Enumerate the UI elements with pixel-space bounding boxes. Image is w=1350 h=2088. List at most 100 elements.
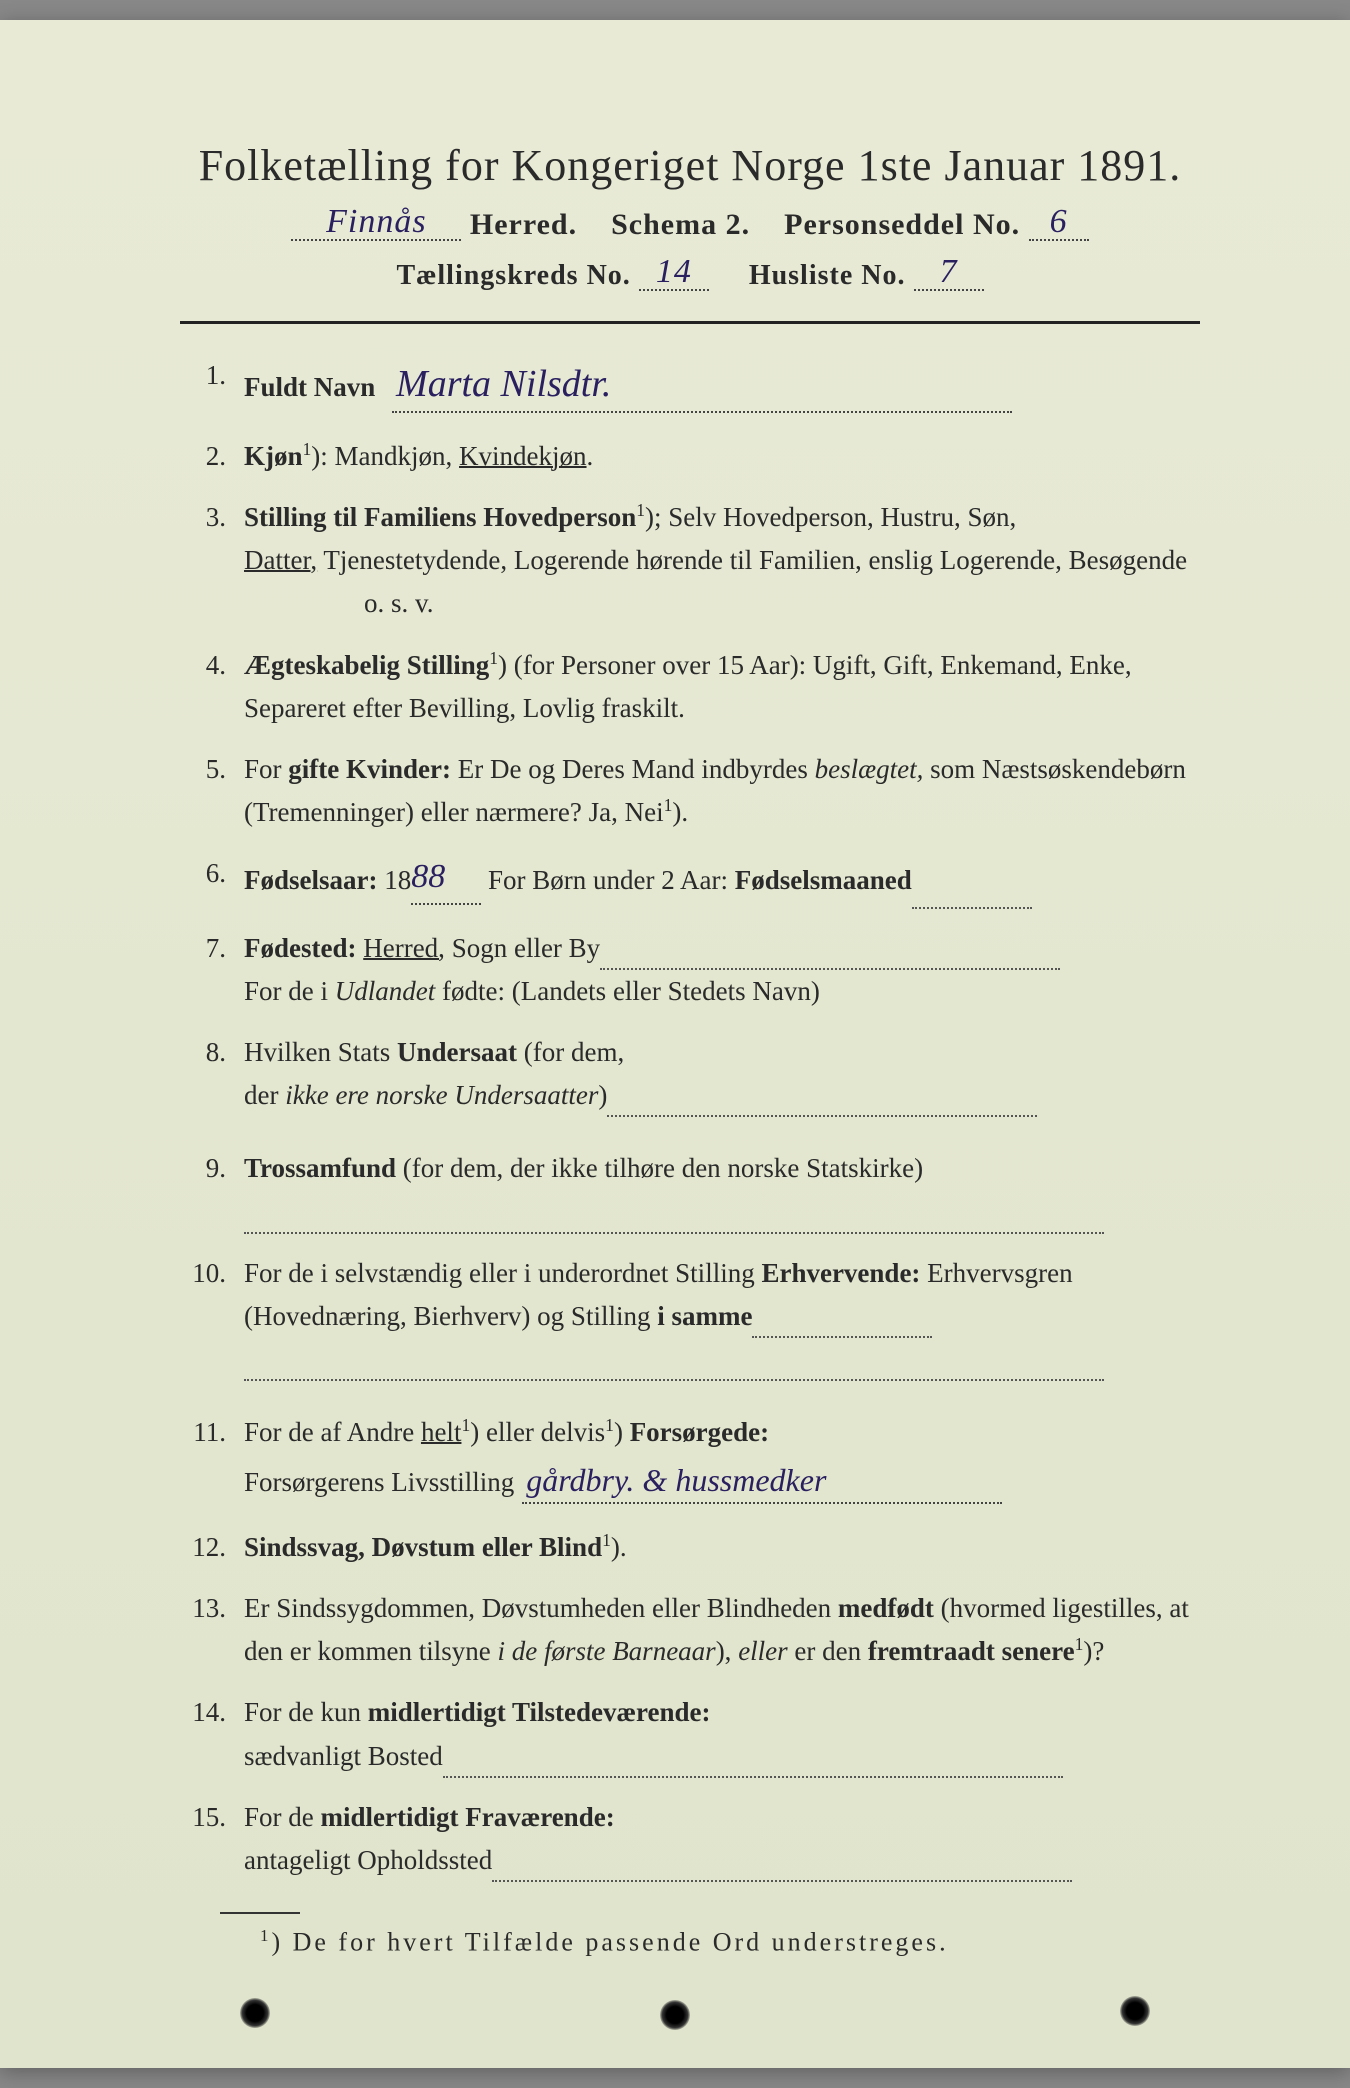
field-text: )	[598, 1080, 607, 1110]
field-bold: Erhvervende:	[761, 1258, 920, 1288]
field-13: 13. Er Sindssygdommen, Døvstumheden elle…	[180, 1587, 1200, 1673]
footnote-ref: 1	[1075, 1634, 1084, 1654]
page-title: Folketælling for Kongeriget Norge 1ste J…	[180, 140, 1200, 191]
field-9: 9. Trossamfund (for dem, der ikke tilhør…	[180, 1147, 1200, 1233]
footnote: 1) De for hvert Tilfælde passende Ord un…	[260, 1926, 1200, 1958]
field-bold: fremtraadt senere	[868, 1636, 1075, 1666]
herred-label: Herred.	[470, 208, 577, 241]
field-text: er den	[788, 1636, 868, 1666]
field-text: Er De og Deres Mand indbyrdes	[451, 754, 815, 784]
field-num: 1.	[180, 354, 244, 417]
field-label: Stilling til Familiens Hovedperson	[244, 502, 636, 532]
field-15: 15. For de midlertidigt Fraværende: anta…	[180, 1796, 1200, 1882]
husliste-hw: 7	[940, 253, 958, 290]
field-text: For de i selvstændig eller i underordnet…	[244, 1258, 761, 1288]
header-line-2: Tællingskreds No. 14 Husliste No. 7	[180, 255, 1200, 295]
field-label: Trossamfund	[244, 1153, 396, 1183]
field-text: For de af Andre	[244, 1417, 421, 1447]
herred-handwritten: Finnås	[326, 203, 426, 240]
field-text: For	[244, 754, 288, 784]
field-text: ),	[716, 1636, 739, 1666]
field-text: fødte: (Landets eller Stedets Navn)	[435, 976, 820, 1006]
provider-hw: gårdbry. & hussmedker	[522, 1462, 830, 1498]
field-label: Sindssvag, Døvstum eller Blind	[244, 1532, 602, 1562]
kreds-label: Tællingskreds No.	[396, 260, 630, 291]
field-bold: Fødselsmaaned	[735, 865, 912, 895]
field-6: 6. Fødselsaar: 1888 For Børn under 2 Aar…	[180, 852, 1200, 908]
blank-fill	[912, 907, 1032, 909]
personseddel-hw: 6	[1050, 203, 1068, 240]
binding-hole-icon	[1120, 1996, 1150, 2026]
field-num: 10.	[180, 1252, 244, 1382]
schema-label: Schema 2.	[611, 208, 750, 241]
field-text: 18	[377, 865, 411, 895]
field-num: 2.	[180, 435, 244, 478]
field-text: o. s. v.	[364, 588, 434, 618]
field-4: 4. Ægteskabelig Stilling1) (for Personer…	[180, 644, 1200, 730]
selected-value: Kvindekjøn	[459, 441, 587, 471]
field-bold: i samme	[657, 1301, 752, 1331]
field-7: 7. Fødested: Herred, Sogn eller By For d…	[180, 927, 1200, 1013]
field-num: 11.	[180, 1411, 244, 1507]
field-num: 7.	[180, 927, 244, 1013]
footnote-ref: 1	[602, 1530, 611, 1550]
field-text: der	[244, 1080, 285, 1110]
footnote-ref: 1	[605, 1415, 614, 1435]
footnote-ref: 1	[303, 439, 312, 459]
name-handwritten: Marta Nilsdtr.	[392, 363, 615, 405]
blank-fill	[244, 1379, 1104, 1381]
field-num: 3.	[180, 496, 244, 626]
blank-fill	[600, 968, 1060, 970]
tail: .	[587, 441, 594, 471]
field-14: 14. For de kun midlertidigt Tilstedevære…	[180, 1691, 1200, 1777]
field-num: 6.	[180, 852, 244, 908]
field-10: 10. For de i selvstændig eller i underor…	[180, 1252, 1200, 1382]
field-italic: i de første Barneaar	[497, 1636, 715, 1666]
tail: )?	[1083, 1636, 1104, 1666]
blank-fill	[607, 1115, 1037, 1117]
blank-fill	[443, 1776, 1063, 1778]
field-num: 8.	[180, 1031, 244, 1117]
field-text: Hvilken Stats	[244, 1037, 397, 1067]
field-num: 5.	[180, 748, 244, 834]
field-italic: Udlandet	[335, 976, 436, 1006]
field-bold: medfødt	[838, 1593, 934, 1623]
binding-hole-icon	[660, 2000, 690, 2030]
census-form-page: Folketælling for Kongeriget Norge 1ste J…	[0, 20, 1350, 2068]
kreds-hw: 14	[656, 253, 692, 290]
blank-fill	[244, 1232, 1104, 1234]
field-num: 15.	[180, 1796, 244, 1882]
binding-hole-icon	[240, 1998, 270, 2028]
selected-value: Datter,	[244, 545, 317, 575]
field-num: 14.	[180, 1691, 244, 1777]
field-text: Sogn eller By	[445, 933, 600, 963]
field-bold: Undersaat	[397, 1037, 517, 1067]
field-text: For Børn under 2 Aar:	[481, 865, 734, 895]
field-11: 11. For de af Andre helt1) eller delvis1…	[180, 1411, 1200, 1507]
footnote-ref: 1	[489, 648, 498, 668]
field-num: 13.	[180, 1587, 244, 1673]
husliste-label: Husliste No.	[749, 260, 906, 291]
field-text: antageligt Opholdssted	[244, 1845, 492, 1875]
field-12: 12. Sindssvag, Døvstum eller Blind1).	[180, 1526, 1200, 1569]
field-text: ): Mandkjøn,	[311, 441, 459, 471]
header-rule	[180, 321, 1200, 324]
selected-value: Herred,	[363, 933, 445, 963]
year-hw: 88	[411, 858, 445, 895]
field-bold: Forsørgede:	[630, 1417, 769, 1447]
field-num: 9.	[180, 1147, 244, 1233]
field-1: 1. Fuldt Navn Marta Nilsdtr.	[180, 354, 1200, 417]
field-3: 3. Stilling til Familiens Hovedperson1);…	[180, 496, 1200, 626]
field-label: Fødselsaar:	[244, 865, 377, 895]
field-bold: gifte Kvinder:	[288, 754, 451, 784]
field-2: 2. Kjøn1): Mandkjøn, Kvindekjøn.	[180, 435, 1200, 478]
tail: ).	[611, 1532, 627, 1562]
field-text: For de i	[244, 976, 335, 1006]
footnote-ref: 1	[636, 500, 645, 520]
field-text: For de kun	[244, 1697, 368, 1727]
field-text: ) eller delvis	[470, 1417, 605, 1447]
footnote-marker: 1	[260, 1926, 271, 1945]
field-label: Fødested:	[244, 933, 356, 963]
field-5: 5. For gifte Kvinder: Er De og Deres Man…	[180, 748, 1200, 834]
field-text: ); Selv Hovedperson, Hustru, Søn,	[645, 502, 1016, 532]
